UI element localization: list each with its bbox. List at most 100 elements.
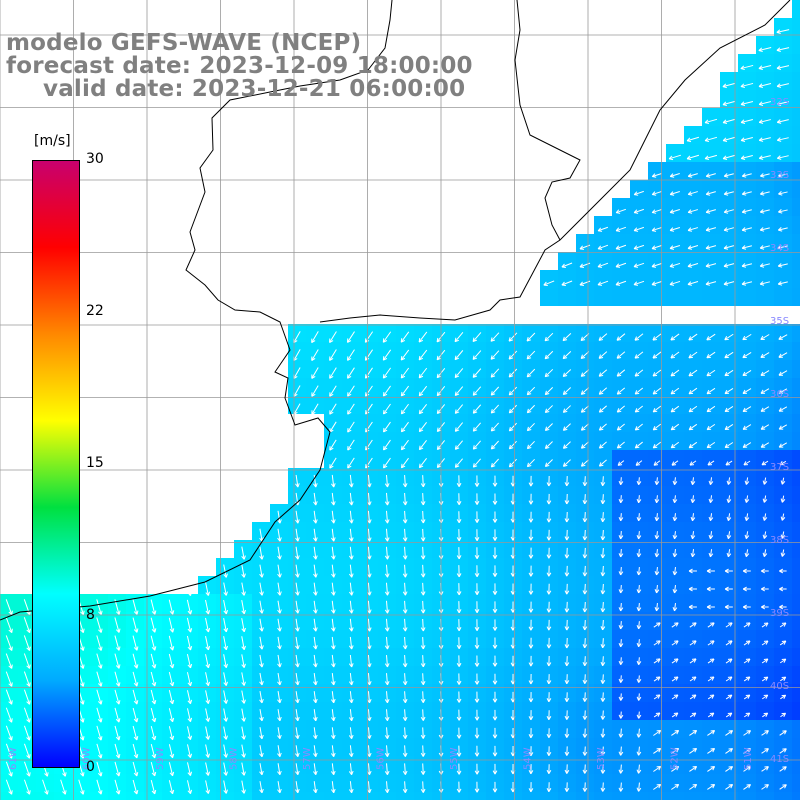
wind-arrow [760,388,770,394]
wind-arrow [705,227,717,232]
wind-arrow [564,764,570,774]
wind-arrow [616,405,626,413]
wind-arrow [313,492,318,506]
wind-arrow [600,530,606,541]
wind-arrow [705,245,717,250]
wind-vector-field [5,29,790,795]
wind-arrow [776,137,789,142]
wind-arrow [346,331,355,343]
wind-arrow [474,547,480,560]
wind-arrow [743,784,751,790]
wind-arrow [474,637,480,649]
wind-arrow [759,263,770,268]
wind-arrow [740,119,754,124]
wind-arrow [654,567,660,576]
wind-arrow [331,582,336,596]
wind-arrow [582,620,588,631]
wind-arrow [277,546,282,560]
wind-arrow [633,244,645,250]
wind-arrow [636,782,642,792]
wind-arrow [725,622,733,628]
wind-arrow [724,387,734,395]
wind-arrow [205,635,211,651]
wind-arrow [779,586,787,592]
wind-arrow [418,349,428,361]
wind-arrow [780,513,786,521]
wind-arrow [724,604,733,610]
wind-arrow [329,385,337,397]
wind-arrow [762,694,769,700]
wind-arrow [295,618,300,632]
wind-arrow [348,709,354,722]
wind-arrow [402,655,408,668]
wind-arrow [668,154,682,161]
wind-arrow [689,712,697,718]
wind-arrow [402,691,408,704]
wind-arrow [528,583,534,595]
wind-arrow [348,582,354,596]
wind-arrow [618,603,624,612]
wind-arrow [187,708,193,723]
wind-arrow [564,583,570,595]
wind-arrow [508,386,518,396]
wind-arrow [259,781,264,794]
wind-arrow [724,369,734,377]
wind-arrow [168,635,175,651]
wind-arrow [546,782,552,793]
wind-arrow [313,582,318,596]
wind-arrow [454,368,464,379]
wind-arrow [456,475,462,487]
wind-arrow [132,653,139,669]
wind-arrow [384,654,390,668]
wind-arrow [707,766,716,772]
wind-arrow [313,510,318,524]
wind-arrow [241,582,246,596]
wind-arrow [132,779,139,795]
wind-arrow [526,404,536,414]
wind-arrow [492,637,498,649]
lon-label: 53W [596,747,607,770]
wind-arrow [96,599,103,615]
wind-arrow [313,546,318,560]
wind-arrow [618,639,624,648]
wind-arrow [168,780,175,795]
wind-arrow [348,763,354,776]
wind-arrow [384,564,390,578]
wind-arrow [347,439,355,451]
wind-arrow [780,549,786,557]
wind-arrow [546,475,552,487]
wind-arrow [780,495,786,503]
wind-arrow [223,599,229,615]
wind-arrow [689,622,697,628]
wind-arrow [636,746,642,756]
wind-arrow [743,676,751,682]
wind-arrow [651,262,663,268]
wind-arrow [564,710,570,720]
wind-arrow [474,655,480,667]
wind-arrow [168,617,175,633]
wind-arrow [762,513,768,521]
wind-arrow [528,692,534,703]
wind-arrow [23,653,31,669]
wind-arrow [653,640,661,646]
wind-arrow [743,460,751,466]
wind-arrow [653,460,661,466]
wind-arrow [760,334,770,340]
wind-arrow [762,531,768,539]
wind-arrow [707,622,715,628]
wind-arrow [420,745,426,757]
wind-arrow [384,600,390,614]
wind-arrow [653,712,661,718]
wind-arrow [580,333,590,342]
wind-arrow [295,600,300,614]
wind-arrow [384,781,390,794]
wind-arrow [241,636,246,651]
wind-arrow [580,459,589,467]
wind-arrow [132,725,139,741]
wind-arrow [474,709,480,721]
wind-arrow [402,492,408,506]
model-title: modelo GEFS-WAVE (NCEP) [6,30,362,56]
wind-arrow [688,333,698,341]
wind-arrow [582,764,588,774]
forecast-date: forecast date: 2023-12-09 18:00:00 [6,53,473,79]
